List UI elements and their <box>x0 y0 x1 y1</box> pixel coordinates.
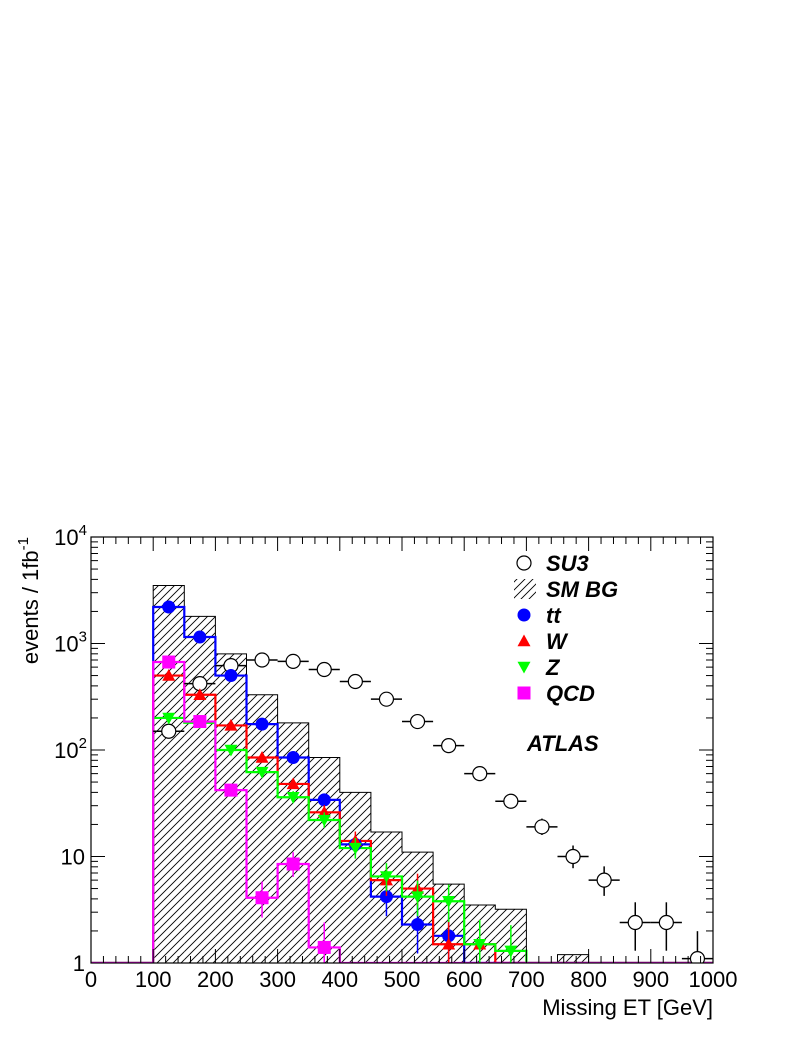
series-tt-point <box>255 717 269 731</box>
series-w-point <box>224 718 238 731</box>
series-z-point <box>255 766 269 779</box>
sm-bg-bar <box>215 653 247 963</box>
series-qcd-point <box>224 783 238 797</box>
legend-entry-z: Z <box>517 655 561 680</box>
legend-label: Z <box>545 655 561 680</box>
series-su3-point <box>526 818 558 835</box>
series-su3-point <box>464 766 496 782</box>
series-w-point <box>442 919 456 963</box>
series-z-point <box>379 863 393 892</box>
series-su3-point <box>370 691 402 707</box>
series-su3-point <box>557 845 589 869</box>
series-su3-point <box>184 676 216 692</box>
legend-entry-sm-bg: SM BG <box>514 577 618 602</box>
atlas-annotation: ATLAS <box>526 731 599 756</box>
x-tick-label: 700 <box>508 967 545 992</box>
x-tick-label: 0 <box>85 967 97 992</box>
series-w-point <box>286 777 300 790</box>
legend-label: tt <box>546 603 562 628</box>
series-qcd-point <box>286 852 300 877</box>
legend-entry-qcd: QCD <box>517 681 595 706</box>
series-qcd-point <box>162 655 176 669</box>
series-su3-point <box>650 902 682 951</box>
series-qcd-point <box>193 715 207 729</box>
x-tick-label: 100 <box>135 967 172 992</box>
y-tick-label: 104 <box>54 522 87 550</box>
series-su3-point <box>277 653 309 669</box>
x-tick-label: 800 <box>570 967 607 992</box>
sm-bg-bar <box>557 954 589 963</box>
series-z-point <box>348 837 362 859</box>
series-w-line <box>91 674 713 963</box>
series-su3-point <box>153 723 185 739</box>
series-su3-point <box>433 737 465 754</box>
x-tick-label: 400 <box>321 967 358 992</box>
series-tt-point <box>193 630 207 644</box>
sm-bg-bar <box>184 616 216 963</box>
series-tt-point <box>317 793 331 807</box>
sm-bg-bar <box>339 792 371 963</box>
y-tick-label: 102 <box>54 735 87 763</box>
x-tick-label: 300 <box>259 967 296 992</box>
x-tick-label: 900 <box>632 967 669 992</box>
legend-label: SM BG <box>546 577 618 602</box>
series-qcd-point <box>317 922 331 963</box>
series-z-point <box>411 880 425 917</box>
x-tick-label: 500 <box>384 967 421 992</box>
series-z-point <box>224 744 238 757</box>
legend-entry-w: W <box>517 629 569 654</box>
series-su3-point <box>246 652 278 668</box>
series-z-point <box>286 791 300 804</box>
legend-label: SU3 <box>546 551 589 576</box>
series-su3-point <box>619 902 651 951</box>
series-tt-point <box>286 751 300 765</box>
series-su3-point <box>339 673 371 690</box>
series-qcd-point <box>255 881 269 918</box>
series-z-point <box>317 812 331 828</box>
series-tt-point <box>162 600 176 614</box>
series-z-point <box>162 712 176 725</box>
series-su3-point <box>308 661 340 678</box>
series-su3-point <box>495 793 527 809</box>
y-tick-label: 103 <box>54 629 87 657</box>
y-tick-label: 1 <box>73 951 85 976</box>
series-z-point <box>504 925 518 963</box>
y-axis-title: events / 1fb-1 <box>15 537 43 664</box>
y-tick-label: 10 <box>61 845 85 870</box>
x-tick-label: 600 <box>446 967 483 992</box>
series-w-point <box>162 669 176 681</box>
x-tick-label: 200 <box>197 967 234 992</box>
x-axis-title: Missing ET [GeV] <box>542 995 713 1020</box>
series-su3-point <box>402 713 434 730</box>
series-w-point <box>255 751 269 763</box>
sm-bg-bar <box>246 694 278 963</box>
series-tt-point <box>224 669 238 683</box>
legend-label: W <box>546 629 569 654</box>
x-tick-label: 1000 <box>689 967 738 992</box>
series-w-point <box>193 688 207 700</box>
series-z-point <box>442 884 456 923</box>
legend-label: QCD <box>546 681 595 706</box>
series-su3-point <box>588 866 620 896</box>
legend-entry-su3: SU3 <box>516 551 589 576</box>
legend-entry-tt: tt <box>517 603 562 628</box>
sm-bg-bar <box>153 585 185 963</box>
series-z-point <box>473 919 487 963</box>
series-su3-point <box>681 931 713 963</box>
